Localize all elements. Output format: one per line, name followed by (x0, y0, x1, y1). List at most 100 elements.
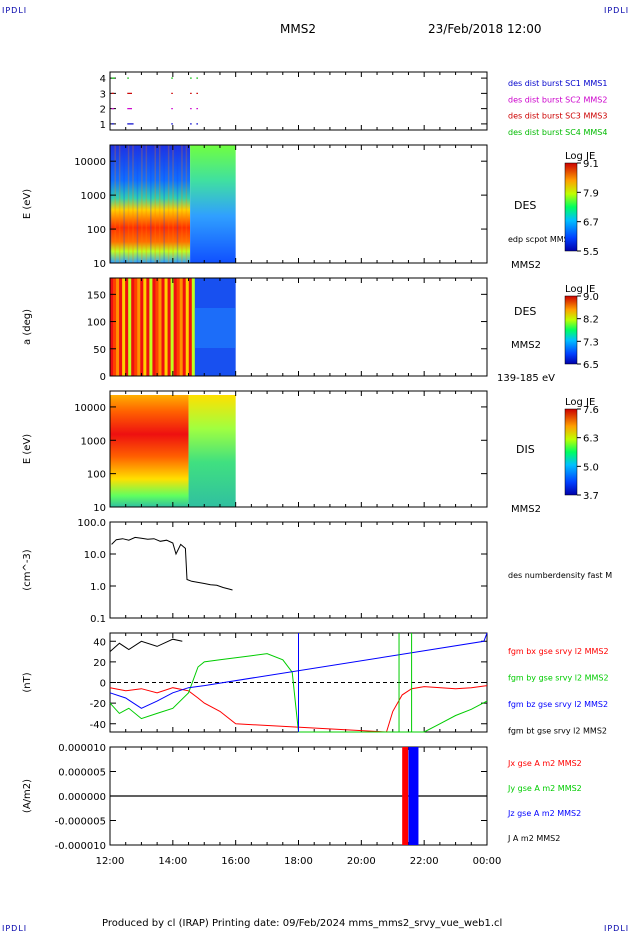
time-tick-label: 20:00 (347, 856, 376, 867)
des-pitch-stripe (173, 278, 178, 376)
time-tick-label: 16:00 (221, 856, 250, 867)
des-energy-stripe (176, 145, 179, 263)
des-energy-stripe (118, 145, 121, 263)
dis_energy-ytick-label: 1000 (81, 436, 106, 447)
bfield-legend-entry: fgm bx gse srvy l2 MMS2 (508, 647, 609, 656)
des-pitch-stripe (137, 278, 141, 376)
des_energy-ytick-label: 10000 (74, 157, 106, 168)
des_pitch-colorbar (564, 295, 578, 365)
bfield-legend-entry: fgm bt gse srvy l2 MMS2 (508, 727, 607, 736)
des-pitch-late-band (194, 308, 236, 348)
des-energy-stripe (167, 145, 170, 263)
des-energy-stripe (141, 145, 143, 263)
bfield-legend-entry: fgm by gse srvy l2 MMS2 (508, 674, 609, 683)
des-pitch-stripe (182, 278, 187, 376)
time-tick-label: 00:00 (473, 856, 502, 867)
des-pitch-stripe (155, 278, 159, 376)
current-ytick-label: 0.000005 (58, 768, 106, 779)
bfield-ytick-label: -20 (90, 699, 106, 710)
dis_energy-colorbar-title: Log JE (565, 397, 595, 408)
dis_energy-ytick-label: 10000 (74, 403, 106, 414)
burst-legend-entry: des dist burst SC1 MMS1 (508, 79, 607, 88)
density-frame (109, 521, 488, 619)
spacecraft-title: MMS2 (280, 22, 316, 36)
burst-ytick-label: 2 (100, 105, 106, 116)
des-pitch-stripe (164, 278, 169, 376)
des-pitch-stripe (116, 278, 120, 376)
time-tick-label: 14:00 (158, 856, 187, 867)
bfield-legend-entry: fgm bz gse srvy l2 MMS2 (508, 700, 608, 709)
current-ytick-label: 0.000010 (58, 743, 106, 754)
dis_energy-ytick-label: 100 (87, 470, 106, 481)
density-ytick-label: 100.0 (77, 518, 106, 529)
dis-energy-label: DIS (516, 443, 535, 456)
des_pitch-colorbar-label: 7.3 (583, 337, 599, 348)
des-energy-spectrogram-late (190, 145, 236, 263)
des-energy-stripe (145, 145, 148, 263)
dis_energy-colorbar-label: 7.6 (583, 405, 599, 416)
des-energy-stripe (132, 145, 134, 263)
des_energy-colorbar-title: Log JE (565, 151, 595, 162)
des-pitch-stripe (146, 278, 150, 376)
des_energy-colorbar-label: 5.5 (583, 247, 599, 258)
dis_energy-ylabel: E (eV) (22, 434, 33, 464)
footer-credit: Produced by cl (IRAP) Printing date: 09/… (102, 918, 503, 929)
corner-logo-top-left: IPDLI (2, 6, 28, 15)
corner-logo-bottom-left: IPDLI (2, 924, 28, 933)
des-energy-sc: MMS2 (511, 260, 541, 271)
des_pitch-ylabel: a (deg) (22, 309, 33, 345)
density-series-line (111, 536, 233, 591)
des-energy-stripe (114, 145, 116, 263)
des_pitch-colorbar-label: 6.5 (583, 360, 599, 371)
dis_energy-colorbar-label: 6.3 (583, 434, 599, 445)
burst-frame (109, 71, 488, 131)
burst-legend-entry: des dist burst SC2 MMS2 (508, 95, 607, 104)
des-energy-stripe (181, 145, 183, 263)
dis_energy-colorbar-label: 3.7 (583, 491, 599, 502)
current-legend-entry: Jz gse A m2 MMS2 (507, 809, 581, 818)
des-pitch-stripe (125, 278, 129, 376)
des-pitch-label: DES (514, 305, 536, 318)
des-pitch-stripe (170, 278, 175, 376)
des-energy-stripe (110, 145, 112, 263)
bfield-series-line (109, 685, 488, 733)
corner-logo-top-right: IPDLI (604, 6, 630, 15)
burst-ytick-label: 4 (100, 74, 106, 85)
des_pitch-ytick-label: 100 (87, 318, 106, 329)
bfield-ytick-label: -40 (90, 720, 106, 731)
des-pitch-stripe (134, 278, 138, 376)
des-energy-stripe (150, 145, 152, 263)
des-pitch-stripe (152, 278, 156, 376)
des-pitch-stripe (185, 278, 190, 376)
des-pitch-energy-range: 139-185 eV (497, 373, 555, 384)
des_pitch-colorbar-title: Log JE (565, 284, 595, 295)
des-pitch-stripe (143, 278, 147, 376)
density-ytick-label: 10.0 (84, 550, 106, 561)
des-pitch-stripe (131, 278, 135, 376)
datetime-title: 23/Feb/2018 12:00 (428, 22, 542, 36)
current-legend-entry: J A m2 MMS2 (507, 834, 560, 843)
des-pitch-stripe (128, 278, 132, 376)
des-pitch-stripe (149, 278, 153, 376)
bfield-ytick-label: 0 (100, 679, 106, 690)
time-tick-label: 22:00 (410, 856, 439, 867)
des-pitch-stripe (122, 278, 126, 376)
current-jx-burst (402, 747, 409, 845)
des-pitch-stripe (119, 278, 123, 376)
current-ytick-label: 0.000000 (58, 792, 106, 803)
des_pitch-colorbar-label: 8.2 (583, 315, 599, 326)
des_energy-colorbar-label: 6.7 (583, 218, 599, 229)
burst-legend-entry: des dist burst SC4 MMS4 (508, 128, 607, 137)
des-energy-stripe (158, 145, 161, 263)
des-pitch-stripe (179, 278, 184, 376)
des-energy-stripe (154, 145, 157, 263)
density-ylabel: (cm^-3) (22, 549, 33, 590)
current-ytick-label: -0.000010 (55, 841, 106, 852)
des-energy-label: DES (514, 199, 536, 212)
des_energy-ytick-label: 10 (93, 259, 106, 270)
des-energy-stripe (136, 145, 139, 263)
des-pitch-stripe (110, 278, 114, 376)
des-energy-stripe (123, 145, 125, 263)
des-pitch-stripe (113, 278, 117, 376)
